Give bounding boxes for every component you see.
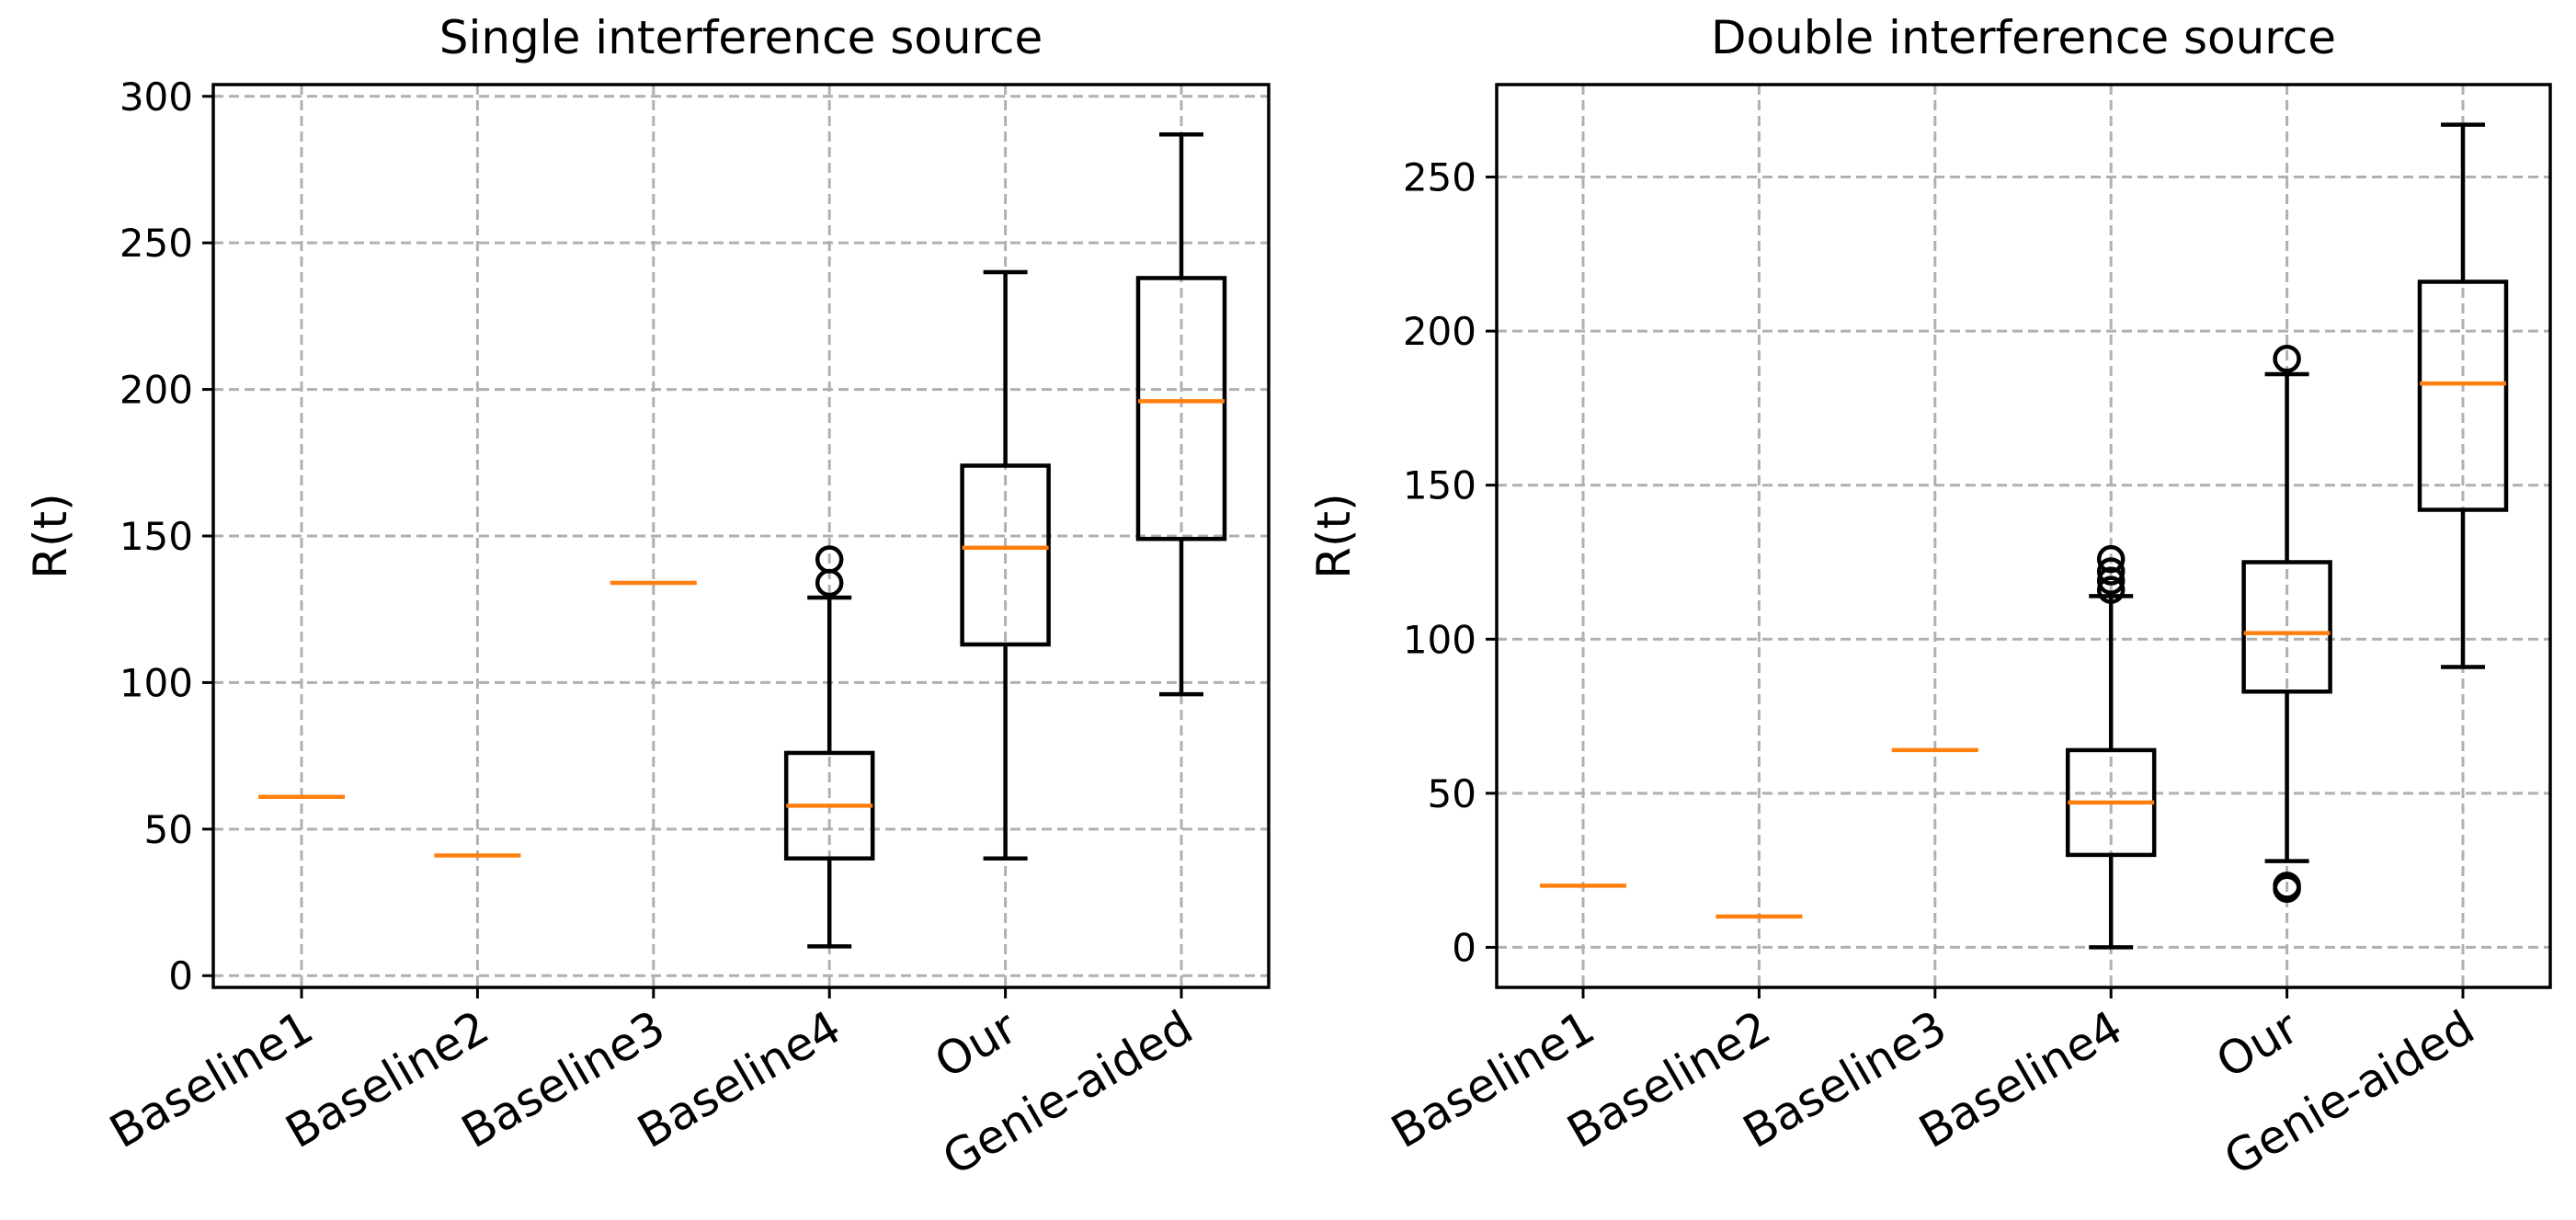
box-genie-aided [2417, 122, 2509, 669]
y-tick-label: 300 [120, 74, 193, 120]
y-axis-label: R(t) [1307, 493, 1361, 578]
y-tick-label: 50 [1428, 771, 1476, 816]
box-baseline4 [783, 545, 875, 949]
x-tick-label: Baseline3 [1735, 1000, 1955, 1158]
outlier-point [815, 545, 844, 574]
plot-frame [1495, 83, 2552, 989]
chart-title: Single interference source [439, 11, 1043, 64]
x-tick-label: Baseline2 [277, 1000, 497, 1158]
y-tick-label: 250 [1403, 155, 1476, 200]
outlier-point [2273, 872, 2301, 900]
y-tick-label: 100 [1403, 617, 1476, 662]
panel-single-interference: 050100150200250300Baseline1Baseline2Base… [24, 11, 1271, 1186]
x-tick-label: Baseline4 [629, 1000, 849, 1158]
outlier-point [2096, 566, 2126, 595]
y-tick-label: 50 [144, 807, 193, 852]
y-tick-label: 100 [120, 660, 193, 705]
y-tick-label: 150 [120, 514, 193, 559]
y-tick-label: 200 [1403, 309, 1476, 354]
x-tick-label: Baseline4 [1910, 1000, 2131, 1158]
box-baseline4 [2065, 544, 2157, 950]
x-tick-label: Baseline2 [1558, 1000, 1779, 1158]
outlier-point [2096, 544, 2126, 574]
y-tick-label: 250 [120, 221, 193, 266]
x-tick-label: Baseline1 [1383, 1000, 1603, 1158]
y-tick-label: 150 [1403, 463, 1476, 508]
x-tick-label: Our [926, 1000, 1026, 1089]
chart-title: Double interference source [1711, 11, 2336, 64]
panel-double-interference: 050100150200250Baseline1Baseline2Baselin… [1307, 11, 2552, 1186]
y-tick-label: 0 [1452, 925, 1476, 970]
outlier-point [2273, 345, 2301, 373]
outlier-point [2096, 557, 2126, 586]
x-tick-label: Baseline1 [101, 1000, 322, 1158]
y-tick-label: 0 [168, 953, 193, 998]
y-axis-label: R(t) [24, 493, 77, 578]
box-our [2241, 345, 2332, 904]
box-our [960, 269, 1051, 861]
outlier-point [2096, 576, 2126, 604]
x-tick-label: Baseline3 [453, 1000, 674, 1158]
x-tick-label: Our [2207, 1000, 2308, 1089]
y-tick-label: 200 [120, 368, 193, 413]
box-genie-aided [1135, 131, 1227, 697]
